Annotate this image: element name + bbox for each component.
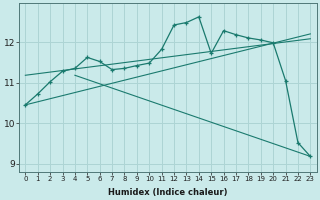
X-axis label: Humidex (Indice chaleur): Humidex (Indice chaleur) (108, 188, 228, 197)
